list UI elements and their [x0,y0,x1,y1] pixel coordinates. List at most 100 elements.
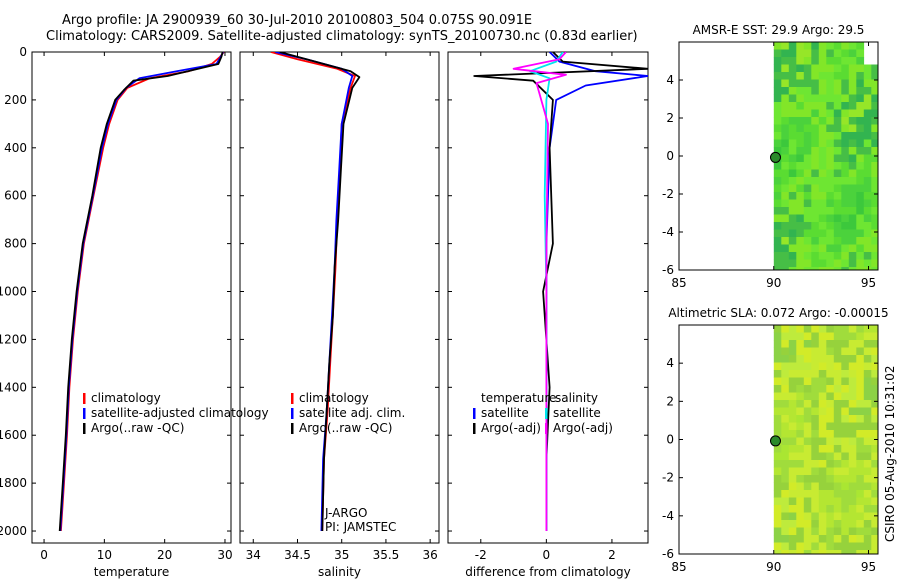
map-cells [773,325,879,555]
map-cell [788,370,797,378]
map-cell [841,332,850,341]
map-cell [871,72,879,80]
map-cell [848,400,857,408]
map-cell [856,385,865,393]
map-cell [833,229,842,238]
map-cell [781,267,790,271]
map-cell [856,42,865,50]
map-cell [796,482,805,491]
map-cell [811,445,820,453]
annotation-j-argo: J-ARGO [324,506,367,520]
legend-label-climatology: climatology [91,391,161,405]
map-cell [871,214,879,223]
map-cell [833,237,842,245]
y-tick-label-600: 600 [4,189,27,203]
map-cell [773,229,782,238]
map-cell [863,340,872,348]
map-cell [773,57,782,65]
map-cell [826,362,835,371]
map-cell [826,452,835,461]
map-cell [826,475,835,483]
map-cell [773,109,782,118]
map-cell [841,460,850,468]
map-cell [796,460,805,468]
map-cell [803,400,812,408]
map-cell [856,332,865,341]
map-cell [856,400,865,408]
map-cell [833,57,842,65]
map-cell [796,109,805,118]
map-cell [796,332,805,341]
map-cell [833,452,842,461]
map-cell [841,452,850,461]
map-cell [848,355,857,363]
map-cell [811,177,820,185]
map-cell [848,147,857,155]
map-cell [818,222,827,230]
map-cell [811,527,820,536]
map-cell [788,332,797,341]
map-cell [796,437,805,446]
map-cell [788,415,797,423]
map-cell [841,229,850,238]
y-tick-label-200: 200 [4,93,27,107]
map-cell [818,154,827,163]
map-cell [833,355,842,363]
map-cell [773,460,782,468]
map-cell [871,177,879,185]
map-cell [856,222,865,230]
map-cell [856,355,865,363]
map-cell [781,437,790,446]
map-cell [788,377,797,386]
map-cell [848,72,857,80]
map-cell [773,79,782,88]
map-cell [773,550,782,555]
map-cell [856,177,865,185]
map-cell [796,222,805,230]
map-cell [803,475,812,483]
map-cell [826,437,835,446]
map-cell [833,542,842,551]
x-tick-label-34: 34 [246,548,261,562]
map-cell [841,117,850,125]
map-cell [833,244,842,253]
map-cell [833,505,842,513]
map-cell [803,482,812,491]
map-cell [781,512,790,521]
argo-position-marker [769,151,781,163]
map-cell [773,49,782,58]
map-cell [788,430,797,438]
map-cell [818,467,827,476]
legend-label-argo-raw-qc: Argo(..raw -QC) [91,421,184,435]
map-cell [833,467,842,476]
map-cell [833,214,842,223]
map-cell [781,42,790,50]
map-cell [833,207,842,215]
x-tick-label-95: 95 [861,276,876,290]
map-cell [788,109,797,118]
map-cell [856,207,865,215]
map-cell [871,244,879,253]
map-cell [796,415,805,423]
map-cell [826,109,835,118]
map-cell [841,162,850,170]
map-cell [818,87,827,95]
map-cell [833,535,842,543]
map-cell [856,550,865,555]
map-cell [781,422,790,431]
map-cell [811,199,820,208]
map-cell [803,169,812,178]
map-cell [848,49,857,58]
map-cell [781,252,790,260]
map-cell [871,169,879,178]
map-cell [803,199,812,208]
map-cell [803,49,812,58]
map-cell [781,415,790,423]
map-cell [811,452,820,461]
map-cell [773,139,782,148]
map-cell [818,64,827,73]
map-cell [863,527,872,536]
map-cell [826,377,835,386]
map-cell [848,445,857,453]
map-cell [856,542,865,551]
